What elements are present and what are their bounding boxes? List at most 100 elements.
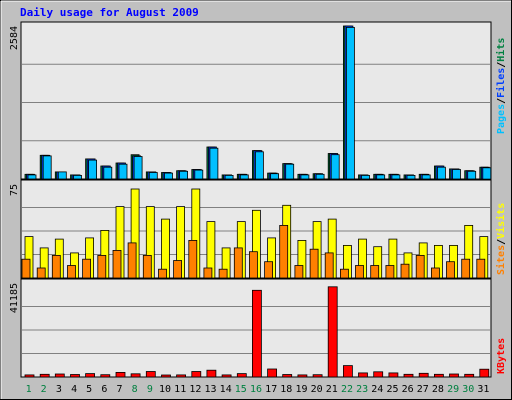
x-tick-label: 6 — [101, 384, 107, 395]
bar-sites — [218, 268, 228, 279]
bar-pages — [482, 167, 492, 180]
bar-pages — [27, 174, 37, 180]
x-tick-label: 24 — [371, 384, 383, 395]
x-tick-label: 9 — [147, 384, 153, 395]
bar-pages — [285, 163, 295, 180]
bar-pages — [164, 172, 173, 180]
legend-sep-1: / — [496, 98, 507, 104]
x-tick-label: 20 — [311, 384, 323, 395]
bar-kbytes — [85, 373, 95, 378]
legend-kbytes: KBytes — [496, 338, 507, 374]
x-tick-label: 4 — [71, 384, 77, 395]
legend-sites-visits: Sites/Visits — [495, 203, 507, 275]
x-tick-label: 27 — [417, 384, 429, 395]
x-tick-label: 19 — [295, 384, 307, 395]
x-tick-label: 22 — [341, 384, 353, 395]
bar-kbytes — [267, 368, 278, 378]
bar-pages — [194, 169, 204, 180]
bar-kbytes — [342, 365, 353, 378]
bar-kbytes — [358, 372, 368, 378]
bar-kbytes — [70, 374, 80, 378]
bar-kbytes — [312, 374, 323, 378]
bar-pages — [300, 174, 310, 180]
legend-pages-files-hits: Pages/Files/Hits — [495, 38, 507, 134]
bar-kbytes — [176, 374, 187, 378]
bar-pages — [452, 169, 461, 180]
bar-pages — [57, 171, 67, 180]
x-tick-label: 23 — [356, 384, 368, 395]
bar-sites — [264, 261, 274, 279]
x-tick-label: 29 — [447, 384, 459, 395]
bar-sites — [400, 263, 410, 279]
bar-pages — [467, 170, 477, 180]
bar-sites — [476, 258, 486, 279]
bar-kbytes — [433, 373, 444, 378]
bar-sites — [294, 265, 304, 279]
bar-sites — [309, 248, 319, 279]
ymax-label-kbytes: 41185 — [9, 283, 20, 313]
bar-pages — [133, 156, 143, 180]
bar-pages — [224, 174, 234, 180]
x-tick-label: 11 — [174, 384, 186, 395]
bar-sites — [461, 258, 471, 279]
bar-sites — [97, 254, 107, 279]
bar-kbytes — [161, 374, 171, 378]
bar-sites — [188, 239, 198, 279]
bar-pages — [361, 174, 370, 180]
bar-kbytes — [221, 374, 232, 378]
x-tick-label: 12 — [189, 384, 201, 395]
bar-pages — [209, 147, 219, 180]
bars-layer — [21, 25, 492, 378]
x-tick-label: 21 — [326, 384, 338, 395]
ymax-label-visits: 75 — [9, 184, 20, 196]
x-tick-label: 17 — [265, 384, 277, 395]
x-tick-label: 16 — [250, 384, 262, 395]
bar-kbytes — [251, 289, 262, 378]
x-tick-label: 15 — [235, 384, 247, 395]
x-tick-label: 2 — [41, 384, 47, 395]
bar-pages — [254, 151, 264, 180]
x-tick-label: 10 — [159, 384, 171, 395]
legend-visits: Visits — [495, 203, 507, 239]
legend-pages: Pages — [496, 104, 507, 134]
bar-sites — [248, 251, 258, 279]
x-tick-label: 1 — [26, 384, 32, 395]
legend-sep-3: / — [496, 239, 507, 245]
bar-kbytes — [418, 372, 429, 378]
bar-pages — [179, 170, 189, 180]
bar-pages — [118, 163, 128, 180]
bar-sites — [67, 265, 76, 279]
bar-sites — [173, 260, 183, 279]
legend-sites: Sites — [495, 245, 507, 275]
bar-kbytes — [206, 369, 217, 378]
bar-pages — [406, 174, 416, 180]
bar-sites — [430, 267, 440, 279]
bar-kbytes — [327, 286, 338, 378]
bar-pages — [436, 166, 446, 180]
bar-kbytes — [39, 373, 50, 378]
x-axis-labels: 1 2 3 4 5 6 7 8 9 10 11 12 13 14 15 16 17 18 19 20 21 22 23 24 2… — [26, 384, 490, 395]
bar-sites — [385, 265, 395, 279]
bar-sites — [127, 242, 137, 279]
bar-kbytes — [191, 371, 202, 378]
bar-sites — [355, 265, 364, 279]
x-tick-label: 3 — [56, 384, 62, 395]
bar-kbytes — [282, 374, 293, 378]
x-tick-label: 7 — [116, 384, 122, 395]
x-tick-label: 31 — [477, 384, 489, 395]
bar-kbytes — [403, 373, 414, 378]
bar-pages — [270, 173, 280, 180]
bar-kbytes — [479, 368, 490, 378]
bar-pages — [345, 26, 355, 180]
legend-files: Files — [495, 68, 507, 98]
x-tick-label: 30 — [462, 384, 474, 395]
bar-kbytes — [449, 373, 459, 378]
x-tick-label: 14 — [220, 384, 232, 395]
bar-sites — [339, 268, 349, 279]
x-tick-label: 8 — [132, 384, 138, 395]
bar-kbytes — [464, 373, 475, 378]
bar-pages — [88, 159, 97, 180]
bar-kbytes — [115, 371, 126, 378]
x-tick-label: 28 — [432, 384, 444, 395]
bar-sites — [21, 258, 31, 279]
